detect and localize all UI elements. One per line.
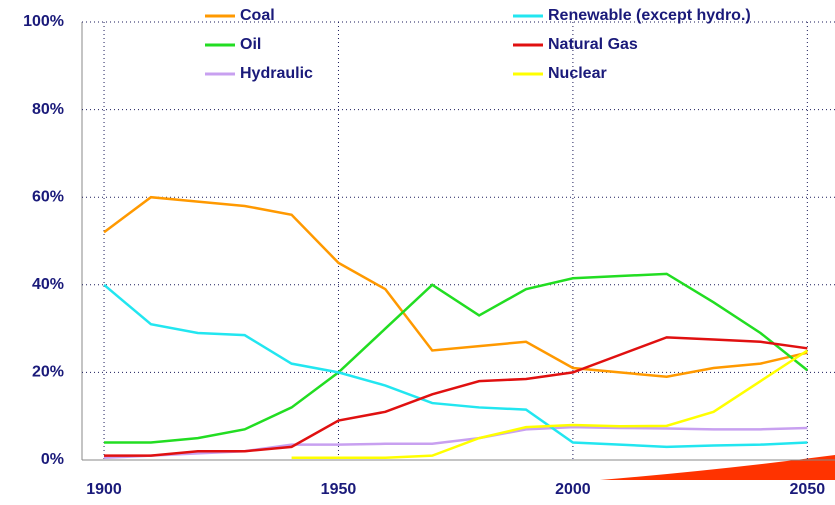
series-line (104, 336, 808, 457)
y-tick-label: 100% (23, 13, 64, 30)
x-tick-label: 2000 (555, 481, 591, 498)
x-tick-label: 1900 (86, 481, 122, 498)
series-line (291, 349, 809, 460)
decoration-swoosh (600, 455, 835, 480)
x-tick-label: 2050 (790, 481, 826, 498)
legend-label: Natural Gas (548, 36, 638, 53)
series-line (103, 195, 808, 379)
x-tick-label: 1950 (321, 481, 357, 498)
series-line (104, 272, 809, 444)
legend-label: Nuclear (548, 65, 607, 82)
series-line (103, 425, 808, 460)
y-tick-label: 20% (32, 364, 64, 381)
y-tick-label: 40% (32, 276, 64, 293)
series-line (103, 283, 808, 449)
legend-label: Oil (240, 36, 261, 53)
y-tick-label: 80% (32, 101, 64, 118)
y-tick-label: 60% (32, 188, 64, 205)
legend-label: Hydraulic (240, 65, 313, 82)
legend-label: Coal (240, 7, 275, 24)
legend-label: Renewable (except hydro.) (548, 7, 751, 24)
y-tick-label: 0% (41, 451, 64, 468)
